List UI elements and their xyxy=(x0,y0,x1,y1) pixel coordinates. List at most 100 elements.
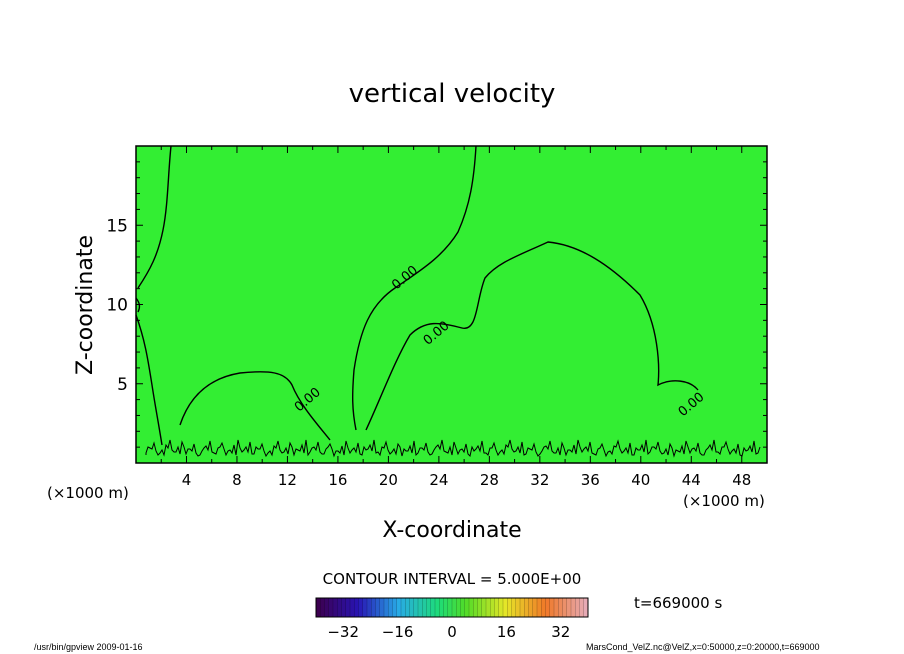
colorbar-segment xyxy=(333,598,338,617)
y-axis-ticks: 5 10 15 xyxy=(106,161,767,448)
colorbar-segment xyxy=(549,598,555,617)
contour-line-2 xyxy=(351,145,477,431)
x-tick-label: 8 xyxy=(232,471,242,489)
colorbar-segment xyxy=(426,598,432,617)
colorbar-segment xyxy=(571,598,576,617)
colorbar-segment xyxy=(362,598,368,617)
colorbar-segment xyxy=(579,598,585,617)
x-tick-label: 48 xyxy=(732,471,751,489)
time-text: t=669000 s xyxy=(634,594,722,612)
colorbar: −32 −16 0 16 32 xyxy=(315,597,589,641)
x-tick-label: 20 xyxy=(379,471,398,489)
colorbar-segment xyxy=(494,598,500,617)
contour-line-1 xyxy=(137,145,172,289)
contour-line-4 xyxy=(179,371,331,441)
colorbar-segment xyxy=(477,598,483,617)
colorbar-segment xyxy=(328,598,334,617)
y-axis-label: Z-coordinate xyxy=(73,235,98,375)
colorbar-segment xyxy=(409,598,415,617)
colorbar-segment xyxy=(537,598,542,617)
colorbar-tick-label: 0 xyxy=(447,623,457,641)
colorbar-segment xyxy=(562,598,568,617)
x-tick-label: 4 xyxy=(182,471,192,489)
colorbar-segment xyxy=(558,598,563,617)
colorbar-segment xyxy=(541,598,546,617)
colorbar-segment xyxy=(341,598,347,617)
colorbar-segment xyxy=(447,598,453,617)
footer-right: MarsCond_VelZ.nc@VelZ,x=0:50000,z=0:2000… xyxy=(586,642,820,652)
x-tick-label: 12 xyxy=(278,471,297,489)
colorbar-segment xyxy=(575,598,580,617)
colorbar-segment xyxy=(388,598,393,617)
colorbar-segment xyxy=(524,598,529,617)
colorbar-segment xyxy=(392,598,398,617)
colorbar-segment xyxy=(498,598,504,617)
colorbar-segment xyxy=(460,598,466,617)
contour-line-3 xyxy=(135,314,163,446)
colorbar-segment xyxy=(490,598,495,617)
colorbar-segment xyxy=(503,598,508,617)
colorbar-segment xyxy=(350,598,355,617)
x-tick-label: 32 xyxy=(530,471,549,489)
colorbar-segment xyxy=(367,598,372,617)
colorbar-segment xyxy=(439,598,444,617)
colorbar-segment xyxy=(418,598,423,617)
colorbar-segment xyxy=(405,598,410,617)
colorbar-segment xyxy=(413,598,419,617)
colorbar-segment xyxy=(375,598,381,617)
colorbar-segment xyxy=(354,598,359,617)
colorbar-segment xyxy=(430,598,436,617)
x-tick-label: 36 xyxy=(581,471,600,489)
colorbar-segment xyxy=(473,598,478,617)
colorbar-segment xyxy=(532,598,538,617)
field-fill xyxy=(136,146,767,463)
colorbar-segment xyxy=(384,598,389,617)
y-tick-label: 10 xyxy=(106,296,128,316)
contour-interval-text: CONTOUR INTERVAL = 5.000E+00 xyxy=(323,570,582,588)
colorbar-segment xyxy=(469,598,474,617)
colorbar-segment xyxy=(515,598,521,617)
colorbar-segment xyxy=(566,598,572,617)
colorbar-segment xyxy=(545,598,551,617)
plot-area xyxy=(135,145,768,464)
colorbar-segment xyxy=(443,598,449,617)
colorbar-segment xyxy=(554,598,559,617)
colorbar-segment xyxy=(528,598,534,617)
colorbar-segment xyxy=(324,598,330,617)
colorbar-segment xyxy=(422,598,427,617)
colorbar-segment xyxy=(486,598,491,617)
colorbar-segment xyxy=(379,598,385,617)
colorbar-segment xyxy=(435,598,440,617)
colorbar-segment xyxy=(345,598,351,617)
colorbar-segment xyxy=(358,598,364,617)
x-axis-label: X-coordinate xyxy=(382,518,521,543)
colorbar-segment xyxy=(396,598,402,617)
colorbar-segment xyxy=(511,598,517,617)
colorbar-segment xyxy=(371,598,376,617)
colorbar-segment xyxy=(452,598,457,617)
colorbar-frame xyxy=(315,597,589,618)
contour-line-5 xyxy=(365,241,699,431)
y-tick-label: 15 xyxy=(106,216,128,236)
colorbar-segment xyxy=(337,598,342,617)
colorbar-tick-label: −16 xyxy=(382,623,414,641)
colorbar-segment xyxy=(507,598,512,617)
x-tick-label: 28 xyxy=(480,471,499,489)
colorbar-segment xyxy=(520,598,525,617)
colorbar-segment xyxy=(316,598,321,617)
colorbar-tick-label: 16 xyxy=(497,623,516,641)
y-tick-label: 5 xyxy=(117,375,128,395)
x-tick-label: 40 xyxy=(631,471,650,489)
x-tick-label: 44 xyxy=(682,471,701,489)
x-tick-label: 16 xyxy=(328,471,347,489)
colorbar-segment xyxy=(401,598,406,617)
colorbar-segment xyxy=(481,598,487,617)
colorbar-segment xyxy=(320,598,325,617)
surface-contours xyxy=(145,439,761,458)
colorbar-tick-label: 32 xyxy=(551,623,570,641)
x-axis-unit-right: (×1000 m) xyxy=(683,492,765,510)
x-tick-label: 24 xyxy=(429,471,448,489)
footer-left: /usr/bin/gpview 2009-01-16 xyxy=(34,642,143,652)
chart-title: vertical velocity xyxy=(349,79,556,109)
